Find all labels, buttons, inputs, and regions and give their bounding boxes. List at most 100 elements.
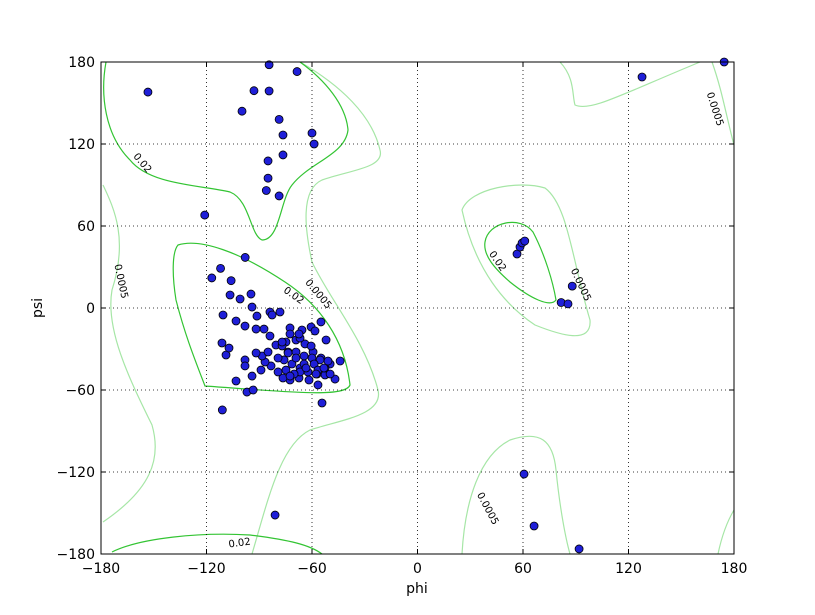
point	[519, 469, 529, 479]
x-axis-label: phi	[406, 581, 428, 597]
point	[217, 338, 227, 348]
point	[285, 329, 295, 339]
point	[263, 347, 273, 357]
contour-line	[711, 61, 735, 146]
point	[310, 326, 320, 336]
contour-line	[172, 242, 351, 394]
point	[274, 191, 284, 201]
point	[306, 341, 316, 351]
point	[240, 321, 250, 331]
y-tick-label: 60	[77, 219, 95, 235]
x-tick-label: −180	[82, 561, 120, 577]
point	[287, 359, 297, 369]
point	[265, 331, 275, 341]
point	[249, 86, 259, 96]
contour-line	[251, 61, 381, 555]
point	[299, 351, 309, 361]
point	[256, 365, 266, 375]
point	[224, 343, 234, 353]
y-axis-label: psi	[30, 298, 46, 318]
plot-frame	[100, 61, 735, 555]
point	[267, 310, 277, 320]
point	[319, 363, 329, 373]
point	[273, 353, 283, 363]
point	[273, 367, 283, 377]
point	[277, 337, 287, 347]
point	[285, 371, 295, 381]
point	[270, 510, 280, 520]
contour-line	[559, 61, 701, 108]
point	[637, 72, 647, 82]
point	[307, 128, 317, 138]
point	[294, 329, 304, 339]
point	[325, 369, 335, 379]
point	[247, 302, 257, 312]
point	[321, 335, 331, 345]
point	[278, 150, 288, 160]
point	[301, 363, 311, 373]
point	[291, 353, 301, 363]
point	[275, 307, 285, 317]
point	[292, 67, 302, 76]
x-tick-label: −120	[187, 561, 225, 577]
point	[207, 273, 217, 283]
point	[240, 253, 250, 262]
point	[304, 375, 314, 385]
point	[283, 348, 293, 358]
x-tick-label: 60	[514, 561, 532, 577]
point	[246, 289, 256, 299]
point	[259, 324, 269, 334]
x-tick-label: 180	[721, 561, 748, 577]
point	[567, 281, 577, 291]
y-tick-label: 180	[68, 55, 95, 71]
point	[247, 371, 257, 381]
point	[252, 311, 262, 321]
point	[309, 139, 319, 149]
point	[316, 317, 326, 327]
point	[274, 115, 284, 124]
contour-line	[717, 509, 735, 555]
point	[235, 294, 245, 304]
contour-line	[103, 61, 349, 241]
y-tick-label: −120	[57, 465, 95, 481]
point	[231, 376, 241, 386]
point	[311, 369, 321, 379]
y-tick-label: 120	[68, 137, 95, 153]
point	[520, 236, 530, 246]
point	[248, 385, 258, 395]
point	[240, 361, 250, 371]
point	[261, 186, 271, 195]
contour-line	[461, 184, 591, 337]
x-tick-label: 0	[413, 561, 422, 577]
point	[218, 310, 228, 320]
y-tick-label: 0	[86, 301, 95, 317]
contours	[102, 61, 735, 555]
point	[231, 316, 241, 326]
point	[237, 106, 247, 116]
point	[251, 324, 261, 334]
point	[278, 130, 288, 140]
point	[313, 380, 323, 390]
point	[217, 405, 227, 415]
contour-line	[461, 435, 571, 555]
point	[200, 210, 210, 220]
point	[264, 60, 274, 70]
point	[323, 356, 333, 366]
point	[225, 290, 235, 300]
x-tick-label: −60	[297, 561, 327, 577]
point	[251, 348, 261, 358]
y-tick-label: −180	[57, 547, 95, 563]
point	[574, 544, 584, 554]
point	[266, 361, 276, 371]
point	[216, 263, 225, 273]
contour-line	[111, 533, 323, 555]
point	[335, 356, 345, 366]
contour-label: 0.02	[228, 537, 252, 551]
point	[143, 87, 153, 97]
point	[263, 173, 273, 183]
point	[264, 86, 274, 96]
x-tick-label: 120	[615, 561, 642, 577]
contour-line	[484, 221, 557, 304]
point	[281, 365, 291, 375]
